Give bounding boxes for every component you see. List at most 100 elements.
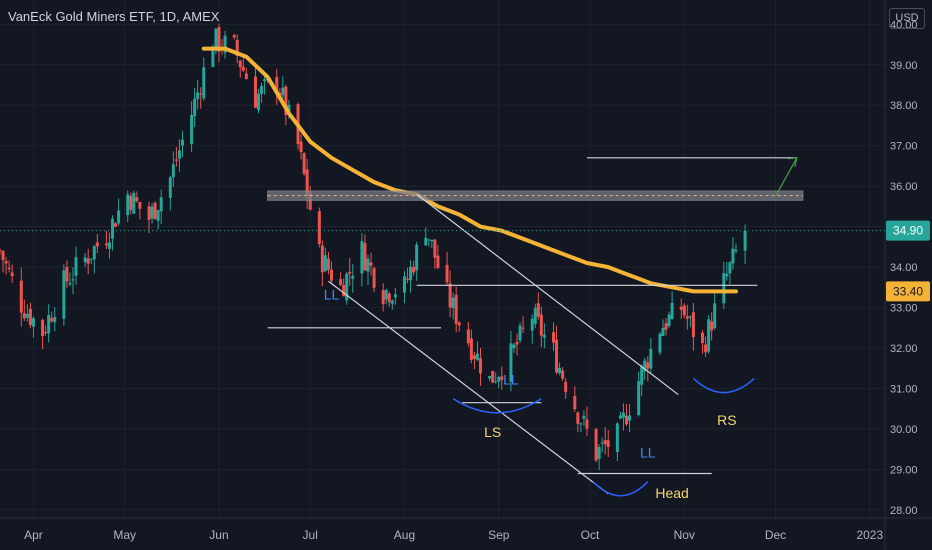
candle-body — [615, 423, 619, 452]
candle-body — [713, 303, 717, 329]
candle-body — [649, 348, 653, 369]
candle-body — [402, 276, 406, 293]
y-tick-label: 31.00 — [890, 384, 918, 396]
candle-body — [621, 412, 625, 418]
candle-body — [263, 79, 267, 82]
candle-body — [734, 249, 738, 252]
candle-body — [497, 376, 501, 382]
x-tick-label: Sep — [488, 528, 510, 542]
candle-body — [339, 279, 343, 285]
candle-body — [448, 283, 452, 308]
y-tick-label: 38.00 — [890, 100, 918, 112]
candle-body — [135, 197, 139, 202]
x-tick-label: May — [113, 528, 136, 542]
candle-body — [10, 272, 14, 277]
candle-body — [320, 245, 324, 273]
y-tick-label: 39.00 — [890, 60, 918, 72]
candle-body — [323, 255, 327, 272]
candle-body — [244, 73, 248, 80]
trend-line — [328, 280, 609, 495]
candle-body — [89, 258, 93, 260]
candle-body — [111, 218, 115, 239]
candle-body — [518, 325, 522, 341]
x-tick-label: 2023 — [856, 528, 883, 542]
candle-body — [646, 362, 650, 369]
candle-body — [44, 332, 48, 334]
x-tick-label: Jun — [209, 528, 228, 542]
y-tick-label: 37.00 — [890, 141, 918, 153]
candle-body — [491, 370, 495, 383]
candle-body — [573, 396, 577, 410]
candle-body — [235, 39, 239, 56]
candle-body — [0, 250, 2, 252]
candle-body — [536, 303, 540, 317]
candle-body — [688, 316, 692, 318]
candle-body — [126, 194, 130, 216]
candle-body — [62, 270, 66, 319]
candle-body — [691, 312, 695, 338]
candle-body — [582, 415, 586, 419]
candle-body — [253, 76, 257, 108]
candle-body — [430, 239, 434, 242]
pattern-label: RS — [717, 412, 736, 428]
candle-body — [22, 313, 26, 319]
candle-body — [466, 329, 470, 344]
candle-body — [25, 313, 29, 318]
candle-body — [177, 150, 181, 159]
candle-body — [658, 333, 662, 353]
moving-average-line — [201, 46, 738, 294]
candle-body — [472, 355, 476, 359]
candle-body — [74, 257, 78, 276]
pattern-label: Head — [655, 485, 688, 501]
pattern-label: LL — [503, 371, 519, 387]
candle-body — [424, 237, 428, 246]
y-tick-label: 29.00 — [890, 464, 918, 476]
candle-body — [579, 423, 583, 425]
candle-body — [28, 308, 32, 325]
candle-body — [509, 343, 513, 382]
candle-body — [363, 242, 367, 271]
candle-body — [326, 258, 330, 270]
pattern-curve — [692, 377, 755, 394]
candle-body — [603, 440, 607, 445]
y-tick-label: 28.00 — [890, 505, 918, 517]
candle-body — [731, 248, 735, 264]
candle-body — [445, 264, 449, 283]
candle-body — [4, 260, 8, 264]
candle-body — [342, 285, 346, 297]
candle-body — [345, 273, 349, 301]
candle-body — [743, 230, 747, 251]
y-tick-label: 33.00 — [890, 303, 918, 315]
currency-button[interactable]: USD — [889, 8, 925, 29]
candle-body — [83, 257, 87, 263]
candle-body — [1, 251, 5, 261]
candle-body — [65, 266, 69, 282]
candle-body — [223, 35, 227, 53]
candle-body — [628, 415, 632, 421]
candle-body — [600, 442, 604, 444]
candle-body — [86, 258, 90, 264]
candle-body — [199, 93, 203, 95]
pattern-label: LL — [324, 286, 340, 302]
last-price-badge — [886, 220, 930, 241]
candle-body — [168, 177, 172, 198]
candle-body — [232, 35, 236, 38]
candle-body — [281, 87, 285, 96]
last-price-label: 34.90 — [893, 224, 923, 238]
candle-body — [500, 376, 504, 380]
candle-body — [68, 283, 72, 285]
candle-body — [299, 141, 303, 153]
candle-body — [558, 367, 562, 374]
candle-body — [594, 428, 598, 461]
candle-body — [381, 290, 385, 304]
moving-average-badge — [886, 281, 930, 302]
candle-body — [241, 66, 245, 71]
candle-body — [640, 366, 644, 385]
candle-body — [606, 440, 610, 447]
candle-body — [114, 223, 118, 227]
x-tick-label: Jul — [303, 528, 318, 542]
candle-body — [147, 206, 151, 220]
candle-body — [542, 334, 546, 338]
